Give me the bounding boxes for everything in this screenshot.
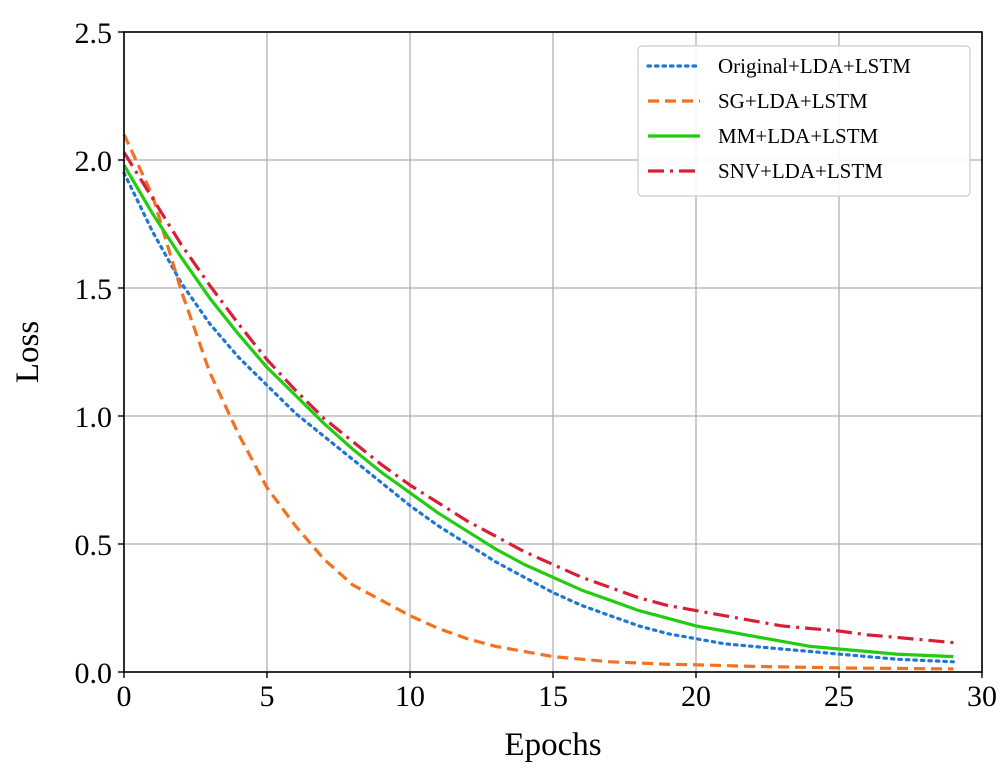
legend-label: Original+LDA+LSTM (718, 54, 911, 78)
x-tick-label: 25 (824, 680, 854, 713)
legend-box (637, 45, 971, 197)
series-line-sg-lda-lstm (122, 133, 954, 671)
x-tick-label: 10 (395, 680, 425, 713)
legend-label: MM+LDA+LSTM (718, 124, 879, 148)
series-line-mm-lda-lstm (122, 164, 954, 659)
ticks: 0 5 10 15 20 25 30 0.0 0.5 1.0 1.5 2.0 2.5 (75, 17, 998, 713)
y-tick-label: 2.0 (75, 145, 113, 178)
x-tick-label: 0 (117, 680, 132, 713)
series-line-snv-lda-lstm (122, 151, 954, 645)
x-tick-label: 5 (260, 680, 275, 713)
y-tick-label: 1.0 (75, 401, 113, 434)
y-tick-label: 0.5 (75, 529, 113, 562)
legend: Original+LDA+LSTM SG+LDA+LSTM MM+LDA+LSTM S… (637, 45, 971, 197)
legend-label: SNV+LDA+LSTM (718, 159, 883, 183)
series-layer (122, 133, 956, 671)
series-line-original-lda-lstm (122, 171, 956, 664)
y-tick-label: 1.5 (75, 273, 113, 306)
x-tick-label: 15 (538, 680, 568, 713)
x-tick-label: 30 (967, 680, 997, 713)
legend-label: SG+LDA+LSTM (718, 89, 868, 113)
y-axis-title: Loss (10, 321, 46, 383)
y-tick-label: 0.0 (75, 657, 113, 690)
x-axis-title: Epochs (504, 727, 601, 763)
x-tick-label: 20 (681, 680, 711, 713)
y-tick-label: 2.5 (75, 17, 113, 50)
